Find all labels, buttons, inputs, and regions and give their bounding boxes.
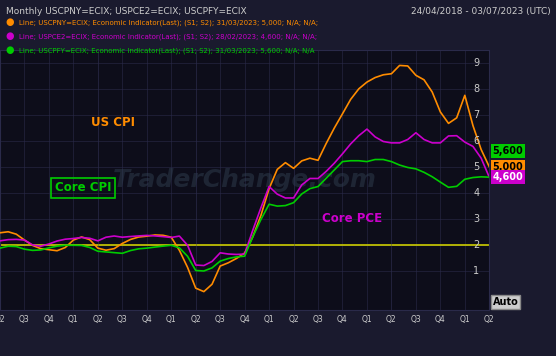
Text: 7: 7 (473, 110, 479, 120)
Text: Core CPI: Core CPI (55, 181, 111, 194)
Text: 4,600: 4,600 (493, 172, 523, 182)
Text: US CPI: US CPI (91, 116, 135, 129)
Text: ●: ● (6, 45, 14, 55)
Text: 4: 4 (473, 188, 479, 198)
Text: 5,000: 5,000 (493, 162, 523, 172)
Text: Monthly USCPNY=ECIX; USPCE2=ECIX; USCPFY=ECIX: Monthly USCPNY=ECIX; USPCE2=ECIX; USCPFY… (6, 7, 246, 16)
Text: 24/04/2018 - 03/07/2023 (UTC): 24/04/2018 - 03/07/2023 (UTC) (411, 7, 550, 16)
Text: 1: 1 (473, 266, 479, 276)
Text: 9: 9 (473, 58, 479, 68)
Text: 6: 6 (473, 136, 479, 146)
Text: 3: 3 (473, 214, 479, 224)
Text: ●: ● (6, 31, 14, 41)
Text: 8: 8 (473, 84, 479, 94)
Text: TraderChange.com: TraderChange.com (113, 168, 376, 192)
Text: Auto: Auto (493, 297, 518, 307)
Text: Core PCE: Core PCE (322, 212, 383, 225)
Text: 5,600: 5,600 (493, 146, 523, 156)
Text: 2: 2 (473, 240, 479, 250)
Text: 5: 5 (473, 162, 479, 172)
Text: Line; USPCE2=ECIX; Economic Indicator(Last); (S1; S2); 28/02/2023; 4,600; N/A; N: Line; USPCE2=ECIX; Economic Indicator(La… (19, 33, 317, 40)
Text: ●: ● (6, 17, 14, 27)
Text: Line; USCPFY=ECIX; Economic Indicator(Last); (S1; S2); 31/03/2023; 5,600; N/A; N: Line; USCPFY=ECIX; Economic Indicator(La… (19, 47, 315, 54)
Text: Line; USCPNY=ECIX; Economic Indicator(Last); (S1; S2); 31/03/2023; 5,000; N/A; N: Line; USCPNY=ECIX; Economic Indicator(La… (19, 19, 319, 26)
